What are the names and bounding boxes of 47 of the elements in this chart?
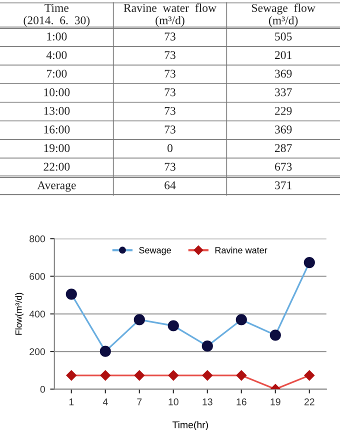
x-tick-label: 16 [236, 398, 246, 406]
y-tick-label: 22:00 [44, 162, 70, 171]
x-tick-label: 13 [202, 398, 212, 406]
y-tick-label: 7:00 [46, 70, 67, 78]
data-label: 73 [164, 70, 176, 78]
y-tick-label: 10:00 [44, 88, 70, 96]
y-tick-label: 19:00 [44, 144, 70, 152]
data-label: 673 [274, 162, 292, 171]
x-tick-label: 22 [304, 398, 314, 406]
y-tick-label: 200 [30, 348, 45, 356]
x-tick-label: 19 [270, 398, 280, 406]
y-tick-label: Average [37, 181, 76, 192]
data-label: 369 [275, 126, 292, 134]
data-label: 73 [164, 162, 176, 171]
x-axis-title: Time(hr) [172, 421, 208, 430]
y-tick-label: 800 [30, 235, 45, 242]
y-tick-label: 0 [40, 386, 45, 393]
x-tick-label: Sewage flow (m³/d) [252, 4, 316, 27]
data-label: 73 [164, 106, 176, 115]
y-tick-label: 13:00 [44, 106, 70, 115]
data-label: 64 [164, 181, 176, 190]
data-label: 287 [274, 144, 292, 152]
y-tick-label: 400 [29, 310, 45, 318]
legend-label: Sewage [139, 247, 171, 256]
data-label: 73 [164, 88, 176, 96]
data-label: 73 [164, 32, 176, 40]
y-axis-title: Flow(m³/d) [15, 292, 24, 335]
data-label: 0 [168, 144, 172, 152]
data-label: 73 [164, 51, 176, 60]
y-tick-label: 4:00 [46, 51, 67, 60]
y-tick-label: 16:00 [44, 126, 70, 134]
y-tick-label: 1:00 [47, 32, 67, 41]
data-label: 229 [274, 106, 292, 115]
x-tick-label: 1 [69, 398, 74, 406]
x-tick-label: Ravine water flow (m³/d) [124, 4, 216, 27]
y-tick-label: 600 [30, 273, 45, 280]
x-tick-label: 4 [102, 398, 108, 406]
data-label: 73 [164, 126, 176, 134]
data-label: 371 [275, 181, 292, 190]
x-tick-label: 7 [137, 398, 142, 406]
data-label: 505 [275, 32, 292, 40]
data-label: 337 [275, 88, 292, 96]
data-label: 369 [275, 70, 292, 78]
y-axis-title: Time (2014. 6. 30) [24, 4, 90, 27]
x-tick-label: 10 [168, 398, 178, 406]
legend-label: Ravine water [215, 246, 268, 254]
data-label: 201 [274, 51, 292, 60]
